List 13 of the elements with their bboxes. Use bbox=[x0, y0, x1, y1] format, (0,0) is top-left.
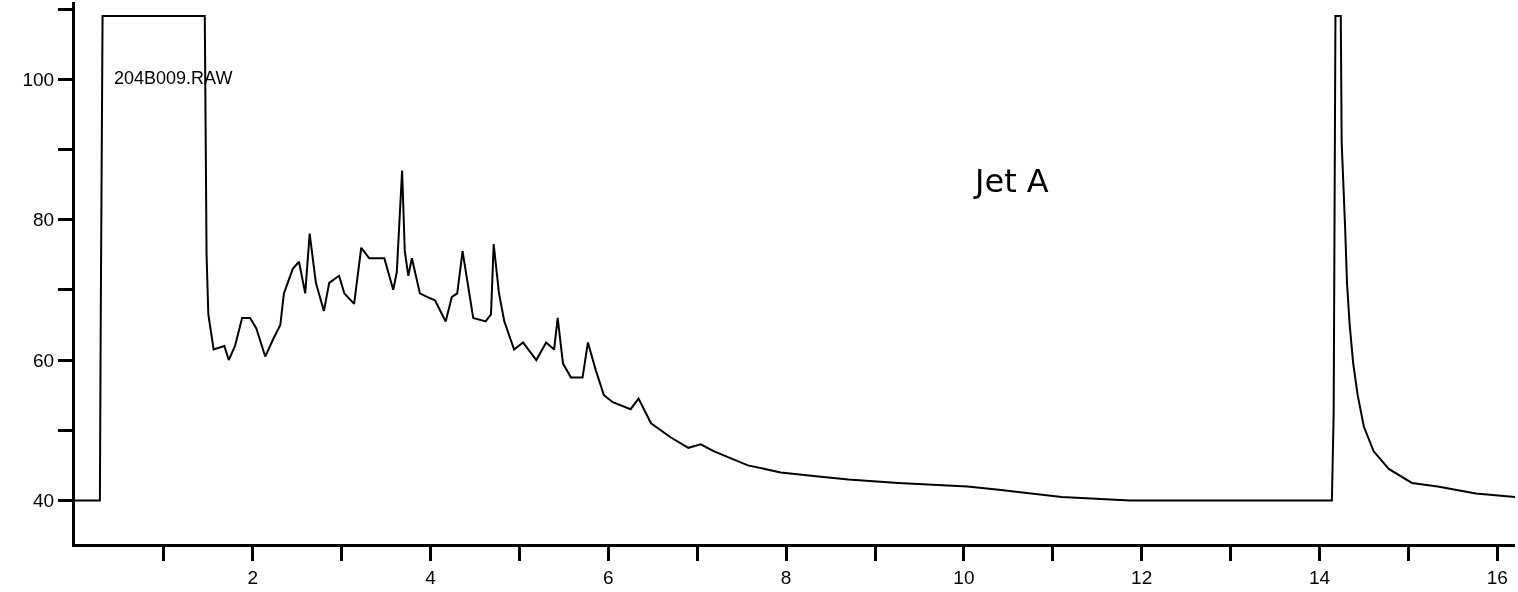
x-tick-label: 8 bbox=[780, 566, 792, 588]
annotation: Jet A bbox=[973, 162, 1049, 200]
y-tick-label: 80 bbox=[33, 209, 55, 231]
x-tick-label: 6 bbox=[603, 566, 614, 588]
x-tick-label: 4 bbox=[425, 566, 437, 588]
x-tick-label: 2 bbox=[247, 566, 259, 588]
x-tick-label: 10 bbox=[953, 566, 975, 588]
y-tick-label: 100 bbox=[22, 68, 55, 90]
x-tick-label: 16 bbox=[1486, 566, 1508, 588]
x-tick-label: 12 bbox=[1131, 566, 1153, 588]
x-tick-label: 14 bbox=[1308, 566, 1331, 588]
y-tick-label: 60 bbox=[33, 349, 55, 371]
y-tick-label: 40 bbox=[33, 490, 55, 512]
